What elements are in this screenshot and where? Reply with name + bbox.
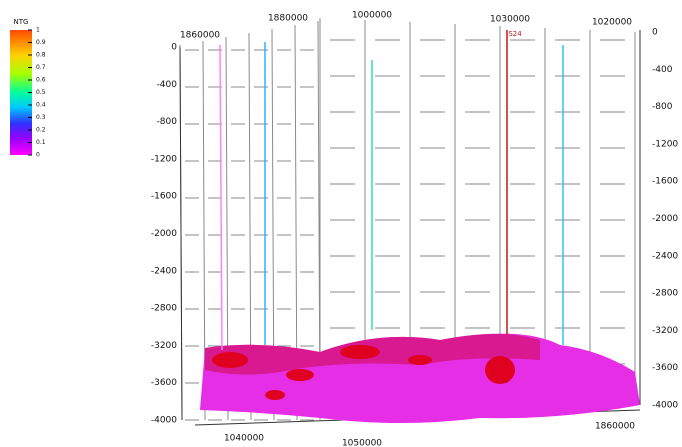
bottom-axis-label: 1040000 (224, 434, 264, 444)
right-axis-label: -800 (652, 102, 673, 112)
top-axis-label: 1030000 (490, 15, 530, 25)
top-axis-label: 1880000 (268, 14, 308, 24)
left-axis-label: -2800 (151, 304, 177, 314)
right-axis-label: -1200 (652, 139, 678, 149)
top-axis-label: 1020000 (592, 18, 632, 28)
right-axis-label: -2400 (652, 251, 678, 261)
colorbar-title: NTG (14, 18, 29, 26)
right-axis-label: -3200 (652, 326, 678, 336)
colorbar-label: 0.7 (36, 64, 46, 71)
colorbar-label: 0.6 (36, 77, 46, 84)
right-axis-label: -400 (652, 65, 673, 75)
top-axis-label: 1860000 (180, 31, 220, 41)
colorbar-label: 0.4 (36, 102, 46, 109)
right-axis-label: -4000 (652, 401, 678, 411)
colorbar-label: 0.5 (36, 89, 46, 96)
left-axis-label: -800 (157, 117, 178, 127)
well-label: S24 (508, 30, 522, 38)
left-axis-label: -2000 (151, 229, 177, 239)
left-axis-label: -4000 (151, 416, 177, 426)
colorbar-label: 0.2 (36, 127, 46, 134)
colorbar-label: 0.9 (36, 39, 46, 46)
right-axis-label: -3600 (652, 363, 678, 373)
right-axis-label: -2000 (652, 214, 678, 224)
left-axis-label: -3600 (151, 378, 177, 388)
colorbar-label: 0.1 (36, 139, 46, 146)
bottom-axis-label: 1050000 (342, 439, 382, 447)
left-axis-label: -2400 (151, 266, 177, 276)
right-axis-label: -2800 (652, 289, 678, 299)
colorbar (10, 30, 32, 155)
left-axis-label: -1200 (151, 154, 177, 164)
colorbar-label: 0 (36, 152, 40, 159)
left-axis-label: -400 (157, 80, 178, 90)
wells (219, 30, 564, 351)
colorbar-label: 1 (36, 27, 40, 34)
axis-line (179, 46, 183, 421)
bottom-axis-label: 1860000 (595, 422, 635, 432)
right-axis-label: -1600 (652, 177, 678, 187)
right-axis-label: 0 (652, 28, 658, 38)
left-axis-label: -3200 (151, 341, 177, 351)
left-axis-label: 0 (171, 43, 177, 53)
top-axis-label: 1000000 (352, 11, 392, 21)
high-ntg-patches (212, 345, 515, 400)
colorbar-label: 0.8 (36, 52, 46, 59)
left-axis-label: -1600 (151, 192, 177, 202)
colorbar-label: 0.3 (36, 114, 46, 121)
